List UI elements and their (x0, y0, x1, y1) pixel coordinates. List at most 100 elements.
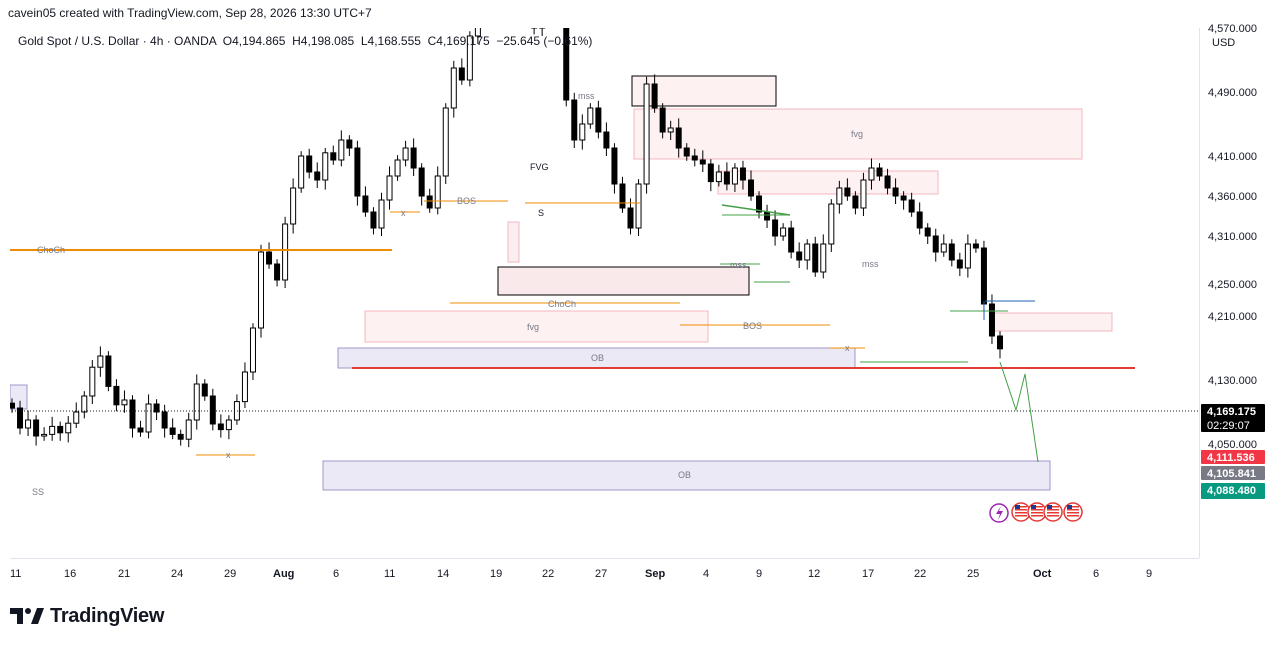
candle (209, 388, 216, 431)
candle (370, 207, 377, 235)
candle-body (97, 355, 104, 368)
x-tick-label: 6 (333, 568, 339, 580)
candle (852, 191, 859, 215)
us-flag-stripe (1031, 515, 1043, 517)
tradingview-logo-icon (10, 608, 44, 624)
candle-body (571, 99, 578, 141)
candle-body (876, 167, 883, 177)
candle-body (715, 171, 722, 183)
candle-body (796, 251, 803, 261)
us-flag-stripe (1015, 512, 1027, 514)
candle (699, 150, 706, 172)
candle (603, 122, 610, 156)
candle-body (129, 399, 136, 429)
x-tick-label: Aug (273, 568, 294, 580)
candle (844, 178, 851, 201)
candle (900, 191, 907, 210)
candle-body (169, 427, 176, 435)
candle-body (900, 195, 907, 201)
candle-body (330, 152, 337, 161)
candle (362, 186, 369, 217)
candle-body (274, 263, 281, 281)
x-tick-label: 17 (862, 568, 874, 580)
candle-body (916, 211, 923, 229)
gray-price-label: 4,105.841 (1201, 466, 1265, 480)
candle-body (209, 395, 216, 425)
y-tick-label: 4,210.000 (1208, 311, 1257, 323)
currency-selector[interactable]: USD (1212, 37, 1236, 49)
candle (434, 166, 441, 215)
y-tick-label: 4,490.000 (1208, 87, 1257, 99)
symbol-legend: Gold Spot / U.S. Dollar · 4h · OANDA O4,… (18, 34, 592, 48)
candle (651, 74, 658, 113)
candle (804, 239, 811, 270)
us-flag-stripe (1015, 509, 1027, 511)
current-price-label-text: 4,169.175 (1207, 406, 1256, 418)
price-chart[interactable]: ChoCh ChoCh BOS BOS fvg fvg FVG S OB OB mss mss mss x… (10, 28, 1199, 558)
candle-body (185, 419, 192, 440)
candle-body (386, 175, 393, 201)
candle-body (466, 35, 473, 81)
candle (298, 151, 305, 193)
gray-price-label-text: 4,105.841 (1207, 468, 1256, 480)
candle-body (844, 187, 851, 197)
candle (747, 170, 754, 201)
candle-body (410, 147, 417, 169)
candle (458, 58, 465, 85)
x-tick-label: Sep (645, 568, 665, 580)
candle (972, 239, 979, 253)
candle (539, 28, 546, 36)
candle-body (595, 107, 602, 133)
candle-body (434, 175, 441, 209)
candle (474, 28, 481, 44)
us-flag-canton (1015, 505, 1020, 509)
y-tick-label: 4,050.000 (1208, 439, 1257, 451)
candle (860, 172, 867, 216)
candle (282, 216, 289, 288)
price-axis-border (1199, 28, 1200, 558)
candle (322, 148, 329, 190)
candle (386, 166, 393, 210)
x-tick-label: 27 (595, 568, 607, 580)
fvg-upper-label: FVG (530, 162, 549, 172)
candle (129, 395, 136, 438)
chart-pane[interactable]: ChoCh ChoCh BOS BOS fvg fvg FVG S OB OB mss mss mss x… (10, 28, 1200, 558)
x-tick-label: Oct (1033, 568, 1052, 580)
candle-body (57, 425, 64, 434)
y-tick-label: 4,360.000 (1208, 191, 1257, 203)
bos-label-top: BOS (457, 196, 476, 206)
us-flag-canton (1047, 505, 1052, 509)
tradingview-logo[interactable]: TradingView (10, 604, 164, 628)
candle-body (458, 67, 465, 81)
candle-body (49, 425, 56, 435)
candle-body (193, 383, 200, 421)
us-flag-canton (1031, 505, 1036, 509)
y-tick-label: 4,410.000 (1208, 151, 1257, 163)
candle-body (731, 167, 738, 185)
candle-body (378, 199, 385, 229)
s-label: S (538, 208, 544, 218)
candle (756, 191, 763, 219)
fvg-label-mid: fvg (527, 322, 539, 332)
candle (354, 140, 361, 206)
candle-body (25, 419, 32, 429)
green-price-label-bg (1201, 483, 1265, 499)
y-tick-label: 4,250.000 (1208, 279, 1257, 291)
candle (667, 120, 674, 140)
candle (169, 418, 176, 440)
candle-body (747, 179, 754, 197)
x-tick-label: 9 (1146, 568, 1152, 580)
candle-body (145, 403, 152, 433)
candle (788, 220, 795, 259)
candle-body (137, 427, 144, 433)
fvg-zone-small (507, 221, 520, 263)
candle (948, 239, 955, 267)
candle-body (201, 383, 208, 397)
candle (346, 135, 353, 156)
candle (579, 114, 586, 150)
x-tick-label: 22 (542, 568, 554, 580)
candle (924, 223, 931, 244)
green-price-label-text: 4,088.480 (1207, 485, 1256, 497)
candle-body (643, 83, 650, 185)
candle (764, 204, 771, 228)
